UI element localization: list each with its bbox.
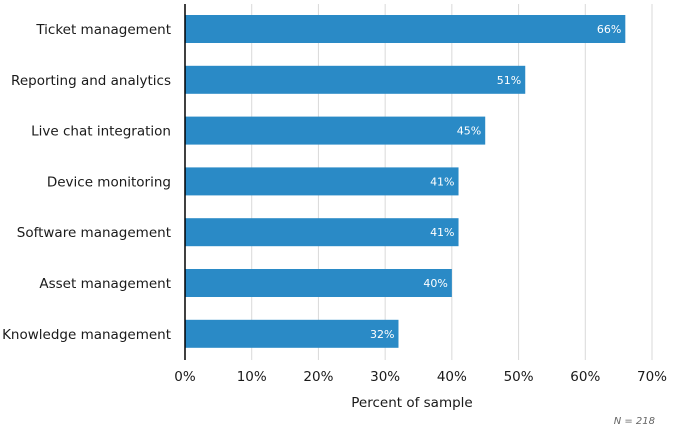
x-tick-label: 50% [504, 369, 534, 385]
bars: 66% 51% 45% 41% 41% 40% 32% [185, 15, 626, 348]
bar [185, 218, 459, 247]
data-label: 41% [430, 175, 454, 188]
x-tick-label: 40% [437, 369, 467, 385]
data-label: 66% [597, 23, 621, 36]
x-axis-label: Percent of sample [351, 395, 472, 411]
data-label: 40% [423, 277, 447, 290]
x-tick-label: 10% [237, 369, 267, 385]
x-tick-label: 30% [370, 369, 400, 385]
category-label: Software management [17, 225, 171, 241]
sample-size-note: N = 218 [614, 416, 655, 427]
category-label: Device monitoring [47, 174, 171, 190]
x-tick-labels: 0% 10% 20% 30% 40% 50% 60% 70% [174, 369, 667, 385]
category-labels: Ticket management Reporting and analytics… [2, 22, 171, 343]
bar [185, 319, 399, 348]
data-label: 51% [497, 74, 521, 87]
bar [185, 269, 452, 297]
bar [185, 116, 486, 145]
category-label: Knowledge management [2, 327, 171, 343]
category-label: Ticket management [35, 22, 171, 38]
bar [185, 15, 626, 43]
bar [185, 167, 459, 196]
category-label: Reporting and analytics [11, 73, 171, 89]
category-label: Asset management [39, 276, 171, 292]
x-tick-label: 60% [570, 369, 600, 385]
x-tick-label: 0% [174, 369, 196, 385]
x-tick-label: 70% [637, 369, 667, 385]
data-label: 32% [370, 328, 394, 341]
bar [185, 65, 526, 94]
data-label: 41% [430, 226, 454, 239]
data-label: 45% [457, 125, 481, 138]
x-tick-label: 20% [303, 369, 333, 385]
category-label: Live chat integration [31, 124, 171, 140]
